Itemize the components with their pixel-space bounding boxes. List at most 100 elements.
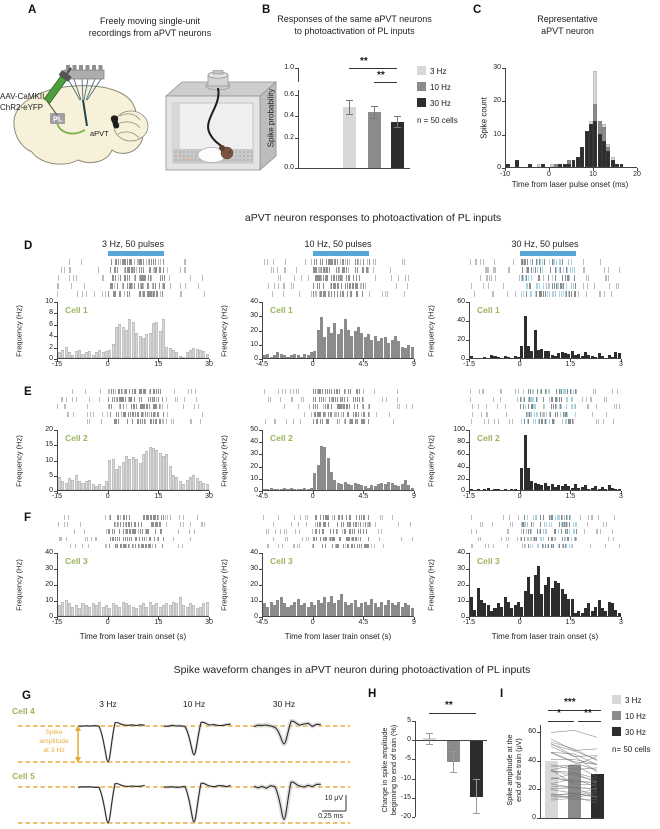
raster-tick-active	[112, 275, 114, 281]
raster-tick	[391, 515, 393, 520]
raster-tick	[605, 396, 607, 402]
raster-tick-active	[520, 396, 522, 402]
raster-tick-active	[318, 396, 320, 402]
raster-tick-active	[130, 396, 132, 402]
raster-tick-active	[126, 522, 128, 527]
hist-bar	[283, 487, 287, 490]
hist-bar	[269, 601, 273, 616]
raster-tick-active	[540, 529, 542, 535]
raster-tick-active	[117, 515, 119, 520]
raster-tick-active	[325, 536, 327, 542]
raster-tick	[517, 515, 519, 520]
raster-tick-active	[539, 283, 541, 289]
raster-tick	[511, 522, 513, 527]
hist-bar	[390, 339, 394, 358]
raster-tick-active	[319, 419, 321, 425]
raster-tick-active	[526, 411, 528, 417]
hist-bar	[316, 600, 320, 616]
hist-bar	[523, 435, 527, 490]
raster-tick	[548, 396, 550, 402]
raster-tick-active	[321, 543, 323, 549]
y-tick-mark	[466, 553, 469, 554]
raster-tick	[489, 275, 491, 281]
hist-bar	[403, 603, 407, 616]
raster-tick-active	[554, 419, 556, 425]
hist-bar	[615, 163, 620, 167]
raster-tick-active	[530, 536, 531, 542]
raster-tick	[587, 515, 589, 520]
hist-bar	[503, 489, 507, 490]
raster-tick-active	[563, 543, 565, 549]
hist-bar	[71, 606, 75, 616]
raster-tick	[388, 411, 390, 417]
raster-tick-active	[549, 283, 551, 289]
hist-bar	[584, 608, 588, 616]
raster-tick-active	[522, 396, 524, 402]
raster-tick-active	[326, 515, 328, 520]
raster-tick	[527, 522, 529, 527]
hist-bar	[403, 348, 407, 358]
raster-tick	[116, 543, 118, 549]
raster-tick-active	[568, 291, 570, 297]
hist-bar	[115, 604, 119, 616]
raster-tick-active	[346, 536, 348, 542]
y-tick-mark	[54, 601, 57, 602]
raster-tick	[122, 283, 124, 289]
raster-tick-active	[314, 275, 316, 281]
raster-tick-active	[562, 389, 564, 395]
y-tick-label: 40	[457, 549, 465, 556]
raster-tick-active	[553, 543, 555, 549]
raster-tick-active	[361, 267, 363, 273]
raster-tick-active	[559, 543, 561, 549]
psth-ylabel: Frequency (Hz)	[219, 559, 229, 611]
raster-tick-active	[159, 267, 161, 273]
raster-tick-active	[538, 419, 540, 425]
hist-bar	[88, 351, 92, 358]
raster-tick	[587, 522, 589, 527]
raster-tick	[497, 419, 499, 425]
raster-tick-active	[144, 404, 146, 410]
raster-tick-active	[349, 389, 351, 395]
raster-tick	[124, 389, 126, 395]
hist-bar	[550, 355, 554, 358]
raster-tick	[86, 419, 88, 425]
raster-tick	[586, 291, 588, 297]
hist-bar	[61, 481, 65, 490]
raster-tick-active	[336, 275, 338, 281]
hist-bar	[470, 356, 474, 358]
raster-tick	[536, 515, 538, 520]
y-tick-mark	[466, 491, 469, 492]
raster-tick	[179, 291, 181, 297]
raster-tick-active	[524, 522, 526, 527]
error-cap-bottom	[426, 743, 433, 745]
x-tick-mark	[158, 617, 160, 620]
hist-bar	[557, 353, 561, 358]
raster-tick-active	[327, 291, 329, 297]
raster-tick	[279, 396, 281, 402]
raster-tick	[380, 529, 382, 535]
hist-bar	[580, 612, 584, 616]
raster-tick	[571, 396, 573, 402]
raster-tick-active	[146, 543, 148, 549]
raster-tick-active	[542, 536, 544, 542]
raster-tick	[338, 267, 340, 273]
hist-bar	[587, 603, 591, 616]
raster-tick	[506, 529, 508, 535]
hist-bar	[188, 349, 192, 358]
hist-bar	[387, 481, 391, 490]
raster-tick-active	[545, 389, 547, 395]
raster-tick-active	[526, 291, 528, 297]
raster-tick	[543, 275, 545, 281]
hist-bar	[373, 603, 377, 616]
raster-tick-active	[162, 396, 164, 402]
raster-tick-active	[152, 522, 154, 527]
hist-bar	[71, 355, 75, 358]
hist-bar	[182, 356, 186, 358]
raster-tick	[324, 267, 326, 273]
raster-tick	[162, 419, 164, 425]
raster-tick-active	[527, 529, 529, 535]
hist-bar	[320, 603, 324, 616]
raster-tick-active	[330, 536, 332, 542]
hist-bar	[104, 604, 108, 616]
x-tick-label: 3	[619, 493, 623, 500]
